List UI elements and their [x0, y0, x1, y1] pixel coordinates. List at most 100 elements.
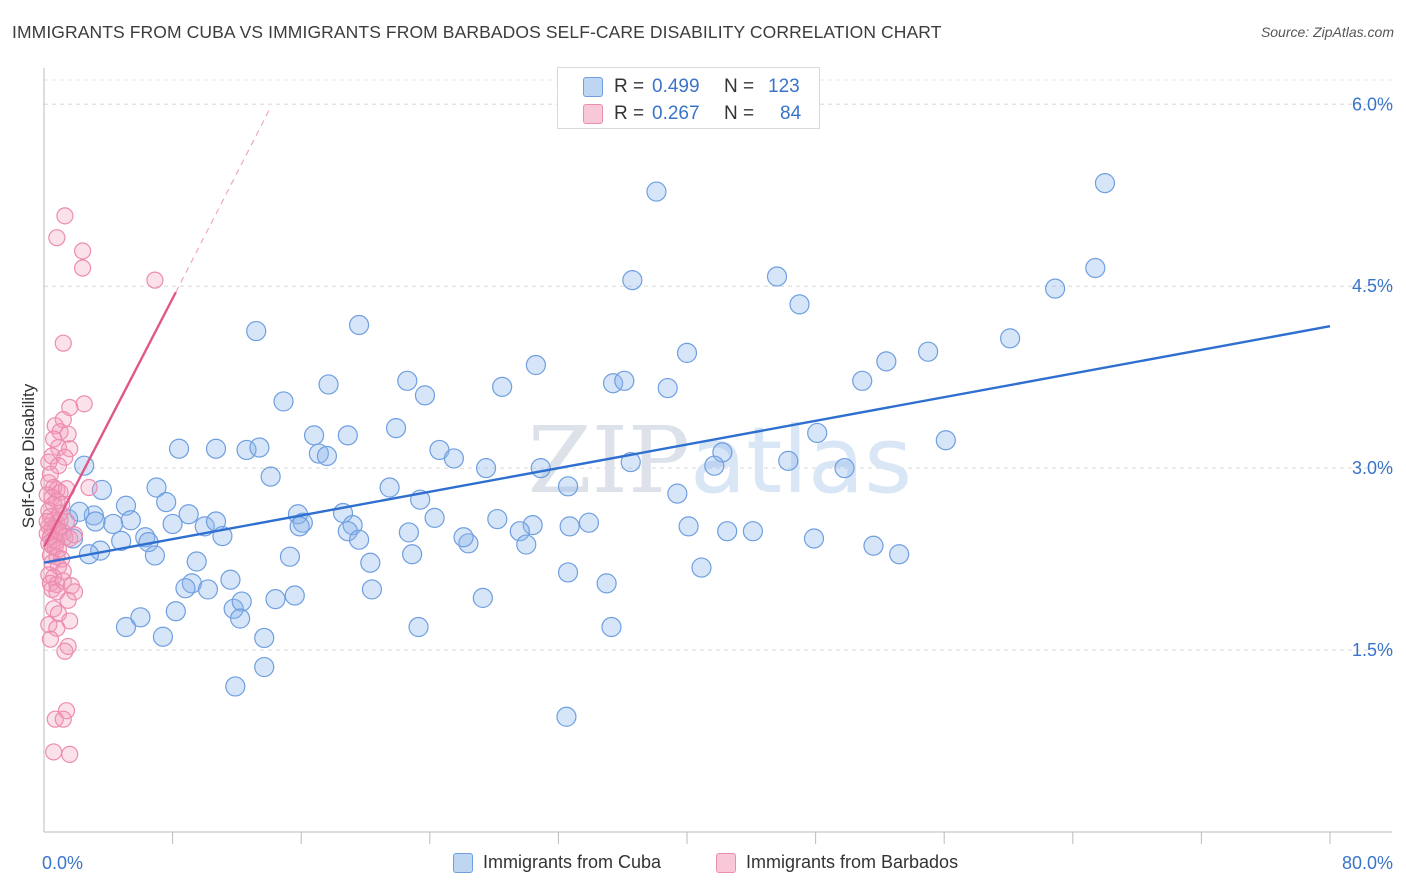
y-tick-label: 6.0%	[1352, 94, 1393, 114]
cuba-point	[742, 521, 764, 542]
cuba-point	[260, 466, 281, 487]
barbados-trend-extension	[175, 110, 270, 293]
cuba-trend-line	[43, 325, 1331, 564]
cuba-point	[557, 562, 579, 583]
cuba-point	[516, 534, 537, 555]
cuba-point	[424, 507, 445, 528]
cuba-point	[337, 425, 358, 446]
barbados-point	[56, 448, 74, 466]
cuba-point	[1000, 328, 1021, 349]
cuba-point	[178, 504, 199, 525]
cuba-point	[614, 370, 635, 391]
barbados-point	[61, 745, 79, 763]
cuba-point	[863, 535, 884, 556]
barbados-point	[65, 583, 84, 601]
cuba-point	[348, 529, 370, 550]
barbados-point	[59, 637, 77, 656]
cuba-point	[678, 516, 699, 537]
r-label: R =	[614, 76, 645, 97]
barbados-point	[54, 334, 72, 352]
legend-swatch-cuba	[453, 852, 473, 873]
barbados-point	[41, 574, 60, 592]
cuba-point	[622, 270, 643, 291]
barbados-point	[48, 619, 66, 637]
cuba-point	[205, 438, 227, 459]
cuba-point	[487, 508, 508, 530]
cuba-point	[889, 544, 910, 565]
cuba-point	[778, 450, 799, 471]
r-value: 0.267	[652, 103, 700, 124]
cuba-point	[337, 521, 358, 542]
cuba-point	[361, 579, 383, 600]
grid-lines	[44, 79, 1392, 651]
legend-item-cuba: Immigrants from Cuba	[453, 852, 661, 873]
barbados-point	[56, 642, 74, 660]
cuba-point	[225, 676, 246, 697]
cuba-point	[111, 530, 132, 552]
barbados-point	[80, 478, 98, 497]
cuba-point	[852, 370, 873, 391]
cuba-point	[230, 608, 251, 629]
cuba-point	[279, 546, 301, 567]
cuba-point	[559, 516, 580, 537]
source-label: Source: ZipAtlas.com	[1260, 24, 1394, 40]
barbados-point	[43, 580, 61, 599]
cuba-point	[414, 385, 436, 406]
barbados-point	[59, 591, 77, 609]
x-tick-label: 0.0%	[42, 853, 83, 873]
cuba-point	[397, 370, 418, 391]
cuba-point	[578, 512, 600, 533]
cuba-point	[231, 591, 252, 612]
cuba-point	[162, 513, 183, 535]
barbados-trend-line	[42, 291, 177, 548]
cuba-point	[289, 516, 310, 537]
cuba-point	[492, 376, 513, 397]
tick-labels: 1.5% 3.0% 4.5% 6.0% 0.0% 80.0%	[42, 94, 1393, 873]
cuba-point	[807, 422, 828, 444]
cuba-point	[156, 491, 177, 513]
barbados-point	[61, 440, 79, 458]
legend-item-barbados: Immigrants from Barbados	[716, 852, 958, 873]
cuba-point	[766, 266, 788, 287]
barbados-point	[45, 743, 63, 761]
r-value: 0.499	[652, 76, 700, 97]
y-axis-label: Self-Care Disability	[19, 383, 38, 528]
cuba-point	[667, 483, 688, 504]
cuba-point	[803, 528, 825, 549]
cuba-point	[601, 616, 622, 638]
cuba-point	[220, 569, 241, 590]
cuba-point	[398, 522, 420, 543]
chart-title: IMMIGRANTS FROM CUBA VS IMMIGRANTS FROM …	[12, 22, 942, 42]
cuba-point	[834, 458, 855, 479]
cuba-point	[186, 551, 207, 572]
y-tick-label: 1.5%	[1352, 640, 1393, 660]
cuba-point	[522, 515, 543, 536]
cuba-point	[557, 476, 579, 497]
legend-label-barbados: Immigrants from Barbados	[746, 852, 959, 872]
cuba-point	[146, 477, 167, 498]
cuba-point	[130, 607, 151, 628]
axes	[43, 68, 1392, 844]
cuba-point	[1045, 278, 1066, 299]
cuba-point	[348, 314, 370, 336]
cuba-point	[525, 354, 546, 376]
cuba-point	[676, 342, 698, 364]
cuba-point	[556, 706, 577, 727]
cuba-point	[876, 351, 897, 372]
stat-row-cuba: R = 0.499 N = 123	[583, 74, 800, 100]
cuba-point	[1085, 257, 1106, 279]
cuba-point	[704, 455, 725, 476]
cuba-point	[144, 545, 166, 566]
cuba-point	[408, 616, 429, 638]
barbados-point	[45, 600, 63, 618]
stat-swatch-cuba	[583, 77, 603, 97]
barbados-point	[73, 259, 92, 277]
cuba-point	[646, 181, 667, 202]
cuba-point	[273, 391, 294, 412]
cuba-point	[308, 443, 329, 464]
n-label: N =	[724, 103, 755, 124]
y-tick-label: 4.5%	[1352, 276, 1393, 296]
barbados-point	[56, 207, 74, 225]
cuba-point	[303, 425, 325, 446]
